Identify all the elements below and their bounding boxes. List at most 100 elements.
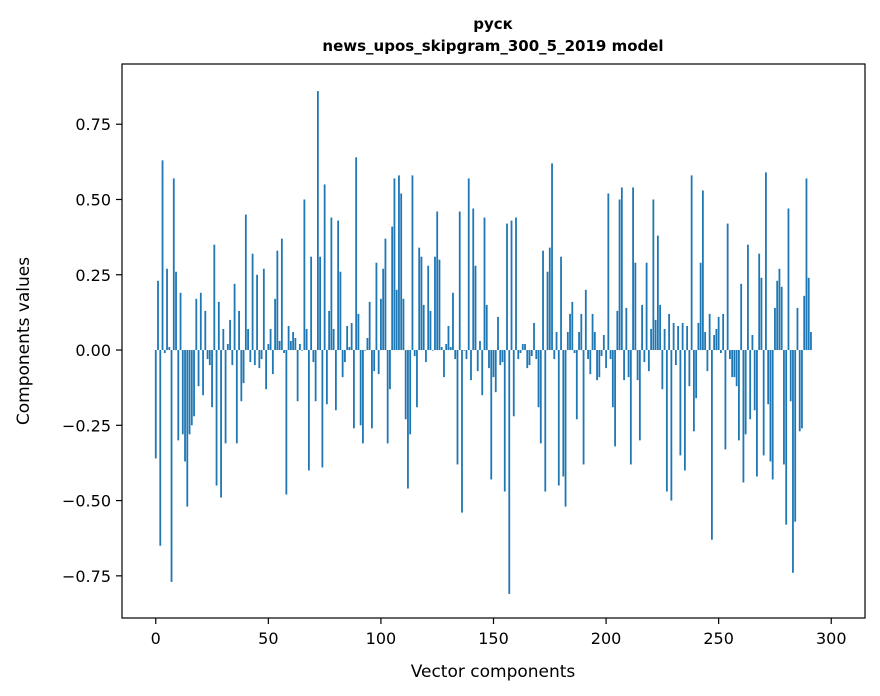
bar <box>344 350 346 363</box>
bar <box>526 350 529 369</box>
x-tick-label: 0 <box>151 629 161 648</box>
bar <box>434 256 436 351</box>
bar <box>605 350 607 369</box>
bar <box>688 350 691 387</box>
bar <box>355 157 358 351</box>
bar <box>215 350 218 486</box>
y-tick-label: −0.50 <box>62 492 111 511</box>
bar <box>438 259 441 351</box>
bar <box>634 262 637 351</box>
bar <box>391 226 394 351</box>
bar <box>765 172 767 351</box>
bar <box>328 310 331 351</box>
bar <box>596 350 598 381</box>
bar <box>492 350 495 378</box>
bar <box>163 350 166 354</box>
bar <box>253 350 256 366</box>
bar <box>427 265 430 351</box>
bar <box>785 350 788 525</box>
bar <box>515 217 517 351</box>
bar <box>647 350 650 372</box>
bar <box>362 350 364 444</box>
bar <box>262 268 265 351</box>
bar <box>729 350 731 360</box>
bars-group <box>154 91 812 594</box>
bar <box>629 350 632 465</box>
bar <box>199 292 202 351</box>
bar <box>359 350 362 426</box>
x-tick-label: 50 <box>258 629 278 648</box>
bar <box>476 350 479 372</box>
bar <box>512 350 515 417</box>
bar <box>348 347 351 351</box>
bar <box>672 322 675 351</box>
bar <box>341 350 344 378</box>
bar <box>222 328 225 351</box>
bar <box>625 307 628 351</box>
bar <box>780 286 783 351</box>
bar <box>420 256 423 351</box>
bar <box>154 350 157 459</box>
bar <box>346 325 349 351</box>
bar <box>474 265 477 351</box>
bar <box>411 175 414 351</box>
bar <box>416 350 418 408</box>
bar <box>177 350 180 441</box>
bar <box>463 350 466 351</box>
bar <box>458 211 461 351</box>
bar <box>339 271 342 351</box>
bar <box>267 344 270 351</box>
bar <box>292 331 295 351</box>
bar <box>436 211 439 351</box>
bar <box>742 350 745 483</box>
bar <box>325 350 328 405</box>
bar <box>377 350 380 375</box>
bar <box>294 337 297 351</box>
bar <box>593 331 596 351</box>
bar <box>287 325 290 351</box>
bar <box>384 238 387 351</box>
bar <box>555 331 558 351</box>
bar <box>591 313 594 351</box>
bar <box>483 217 486 351</box>
bar <box>274 298 276 351</box>
bar <box>539 350 542 444</box>
bar <box>789 350 792 402</box>
bar <box>175 271 177 351</box>
bar <box>573 350 576 354</box>
bar <box>244 214 247 351</box>
bar <box>620 187 623 351</box>
bar <box>443 350 445 378</box>
bar <box>456 350 459 465</box>
bar <box>357 313 360 351</box>
x-tick-label: 150 <box>478 629 509 648</box>
bar <box>575 350 578 420</box>
y-axis-label: Components values <box>14 257 34 425</box>
bar <box>810 331 812 351</box>
bar <box>260 350 263 360</box>
bar <box>627 350 630 378</box>
bar <box>488 350 490 369</box>
bar <box>665 350 668 492</box>
bar <box>251 253 254 351</box>
bar <box>747 244 749 351</box>
bar <box>756 350 758 477</box>
bar <box>499 350 502 366</box>
bar <box>578 331 580 351</box>
x-tick-label: 300 <box>816 629 847 648</box>
bar <box>699 262 702 351</box>
bar <box>548 247 551 351</box>
x-tick-label: 100 <box>366 629 397 648</box>
bar <box>776 280 779 351</box>
bar <box>749 350 752 420</box>
bar <box>571 301 574 351</box>
bar <box>238 310 240 351</box>
bar <box>697 322 700 351</box>
bar <box>611 350 614 408</box>
bar <box>503 350 506 492</box>
bar <box>467 178 470 351</box>
bar <box>760 277 763 351</box>
bar <box>242 350 245 384</box>
bar <box>652 199 655 351</box>
